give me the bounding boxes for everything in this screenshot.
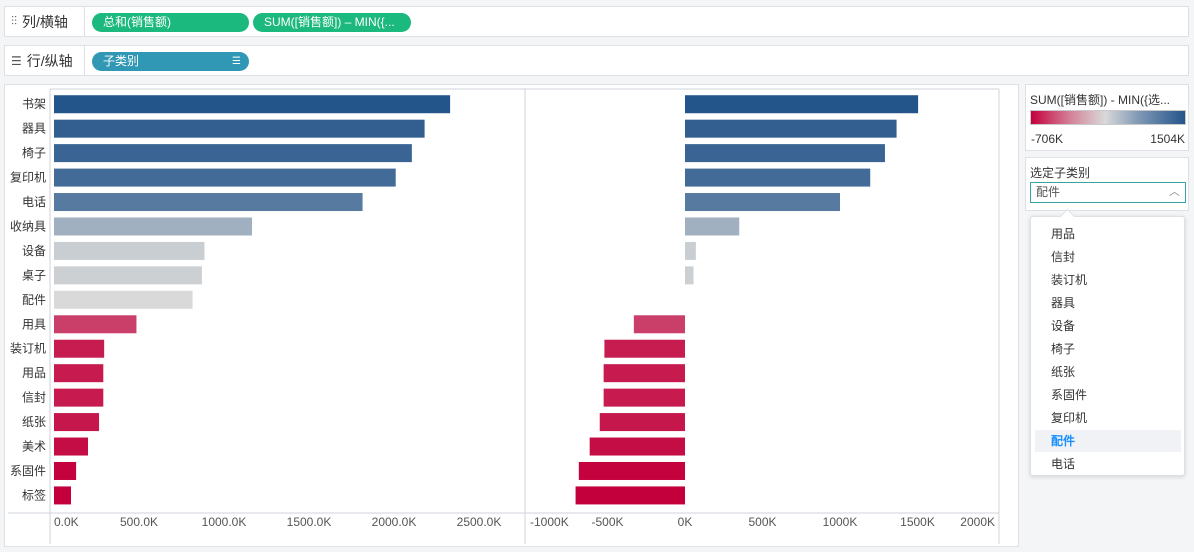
category-label: 用具 xyxy=(22,317,46,331)
sales-bar xyxy=(54,315,137,334)
diff-bar xyxy=(685,119,897,138)
x-tick-label: 500.0K xyxy=(120,515,158,529)
columns-shelf-label: ⫶⫶ 列/横轴 xyxy=(5,7,85,36)
diff-bar xyxy=(685,95,919,114)
x-tick-label: 500K xyxy=(748,515,776,529)
legend-min: -706K xyxy=(1031,132,1064,146)
sales-bar xyxy=(54,461,77,480)
diff-bar xyxy=(604,339,685,358)
chart-area: 书架器具椅子复印机电话收纳具设备桌子配件用具装订机用品信封纸张美术系固件标签 0.… xyxy=(4,84,1019,547)
dropdown-option[interactable]: 器具 xyxy=(1051,296,1076,310)
category-label: 装订机 xyxy=(10,342,46,356)
x-tick-label: 1500K xyxy=(900,515,935,529)
sales-bar xyxy=(54,413,100,432)
diff-bar xyxy=(578,461,685,480)
sales-bar xyxy=(54,144,412,163)
diff-bar xyxy=(685,168,871,187)
x-tick-label: 2000K xyxy=(960,515,995,529)
category-label: 纸张 xyxy=(22,415,46,429)
category-label: 标签 xyxy=(22,487,46,502)
diff-bar xyxy=(589,437,685,456)
chevron-up-icon: ︿ xyxy=(1169,186,1180,198)
x-tick-label: 1500.0K xyxy=(287,515,332,529)
sales-bar xyxy=(54,339,105,358)
sales-bar xyxy=(54,290,193,309)
sales-bar xyxy=(54,266,202,285)
x-tick-label: 2000.0K xyxy=(372,515,417,529)
category-label: 用品 xyxy=(22,366,46,380)
legend-gradient xyxy=(1030,110,1186,125)
category-label: 设备 xyxy=(22,244,46,258)
diff-bar xyxy=(685,217,740,236)
category-label: 配件 xyxy=(22,293,46,307)
diff-bar xyxy=(685,144,885,163)
filter-title: 选定子类别 xyxy=(1030,166,1091,180)
x-tick-label: 0K xyxy=(678,515,693,529)
rows-icon: ☰ xyxy=(11,53,22,68)
sales-bar xyxy=(54,95,451,114)
sales-bar xyxy=(54,193,363,212)
category-label: 系固件 xyxy=(10,464,46,478)
dropdown-option[interactable]: 配件 xyxy=(1035,430,1181,452)
category-label: 桌子 xyxy=(22,268,46,282)
diff-bar xyxy=(685,193,840,212)
dropdown-option[interactable]: 复印机 xyxy=(1051,411,1088,425)
dropdown-option[interactable]: 椅子 xyxy=(1051,342,1076,356)
sales-bar xyxy=(54,168,396,187)
legend-title: SUM([销售额]) - MIN({选... xyxy=(1030,93,1170,107)
filter-select[interactable]: 配件 ︿ xyxy=(1030,182,1186,203)
columns-shelf: ⫶⫶ 列/横轴 总和(销售额) SUM([销售额]) – MIN({... xyxy=(4,6,1189,37)
legend-max: 1504K xyxy=(1150,132,1185,146)
x-tick-label: -1000K xyxy=(530,515,569,529)
dropdown-option[interactable]: 装订机 xyxy=(1051,273,1088,287)
sales-bar xyxy=(54,486,71,505)
dropdown-option[interactable]: 系固件 xyxy=(1051,388,1088,402)
sum-sales-pill[interactable]: 总和(销售额) xyxy=(92,13,249,32)
dropdown-option[interactable]: 信封 xyxy=(1051,250,1076,264)
sales-bar xyxy=(54,217,253,236)
category-label: 收纳具 xyxy=(10,219,46,233)
diff-bar xyxy=(575,486,685,505)
sales-bar xyxy=(54,437,88,456)
x-tick-label: 1000K xyxy=(823,515,858,529)
rows-shelf-label: ☰ 行/纵轴 xyxy=(5,46,85,75)
filter-dropdown: 用品信封装订机器具设备椅子纸张系固件复印机配件电话 xyxy=(1030,208,1185,476)
dropdown-option[interactable]: 纸张 xyxy=(1051,365,1076,379)
category-label: 美术 xyxy=(22,440,46,454)
diff-bar xyxy=(603,388,685,407)
dropdown-arrow xyxy=(1059,208,1076,225)
category-label: 复印机 xyxy=(10,171,46,185)
sales-diff-pill[interactable]: SUM([销售额]) – MIN({... xyxy=(253,13,411,32)
dropdown-option[interactable]: 电话 xyxy=(1051,457,1076,471)
x-tick-label: 1000.0K xyxy=(202,515,247,529)
dropdown-option[interactable]: 用品 xyxy=(1051,227,1076,241)
category-label: 信封 xyxy=(22,391,46,405)
diff-bar xyxy=(599,413,685,432)
rows-shelf: ☰ 行/纵轴 子类别 ☰ xyxy=(4,45,1189,76)
subcategory-filter: 选定子类别 配件 ︿ xyxy=(1025,157,1189,211)
x-tick-label: 2500.0K xyxy=(457,515,502,529)
category-label: 椅子 xyxy=(22,146,46,160)
sort-icon[interactable]: ☰ xyxy=(232,56,241,67)
diff-bar xyxy=(603,364,685,383)
sales-bar xyxy=(54,388,104,407)
category-label: 书架 xyxy=(22,97,46,111)
columns-icon: ⫶⫶ xyxy=(11,14,18,28)
subcategory-pill[interactable]: 子类别 ☰ xyxy=(92,52,249,71)
dropdown-option[interactable]: 设备 xyxy=(1051,319,1076,333)
diff-bar xyxy=(633,315,685,334)
color-legend: SUM([销售额]) - MIN({选... -706K 1504K xyxy=(1025,84,1189,151)
x-tick-label: -500K xyxy=(591,515,623,529)
sales-bar xyxy=(54,241,205,260)
category-label: 电话 xyxy=(22,195,46,209)
diff-bar xyxy=(685,266,694,285)
x-tick-label: 0.0K xyxy=(54,515,79,529)
sales-bar xyxy=(54,119,425,138)
diff-bar xyxy=(685,241,696,260)
sales-bar xyxy=(54,364,104,383)
category-label: 器具 xyxy=(22,122,46,136)
